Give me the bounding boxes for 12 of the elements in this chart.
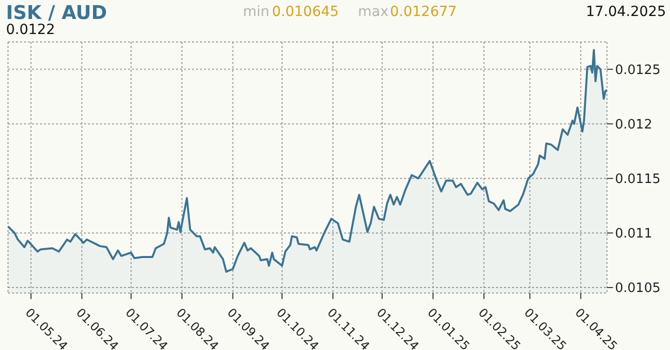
text: 17.04.2025	[586, 4, 666, 20]
y-tick-label: 0.012	[615, 117, 652, 132]
y-tick-label: 0.0115	[615, 172, 660, 188]
chart-title: ISK / AUD	[6, 2, 107, 24]
text: 0.0122	[6, 22, 55, 38]
text: max	[358, 4, 389, 20]
text: min	[243, 4, 270, 20]
text: 0.010645	[272, 4, 339, 20]
y-tick-label: 0.0125	[615, 62, 660, 78]
text: 0.012677	[390, 4, 457, 20]
y-tick-label: 0.011	[615, 226, 652, 242]
y-tick-label: 0.0105	[615, 281, 660, 296]
